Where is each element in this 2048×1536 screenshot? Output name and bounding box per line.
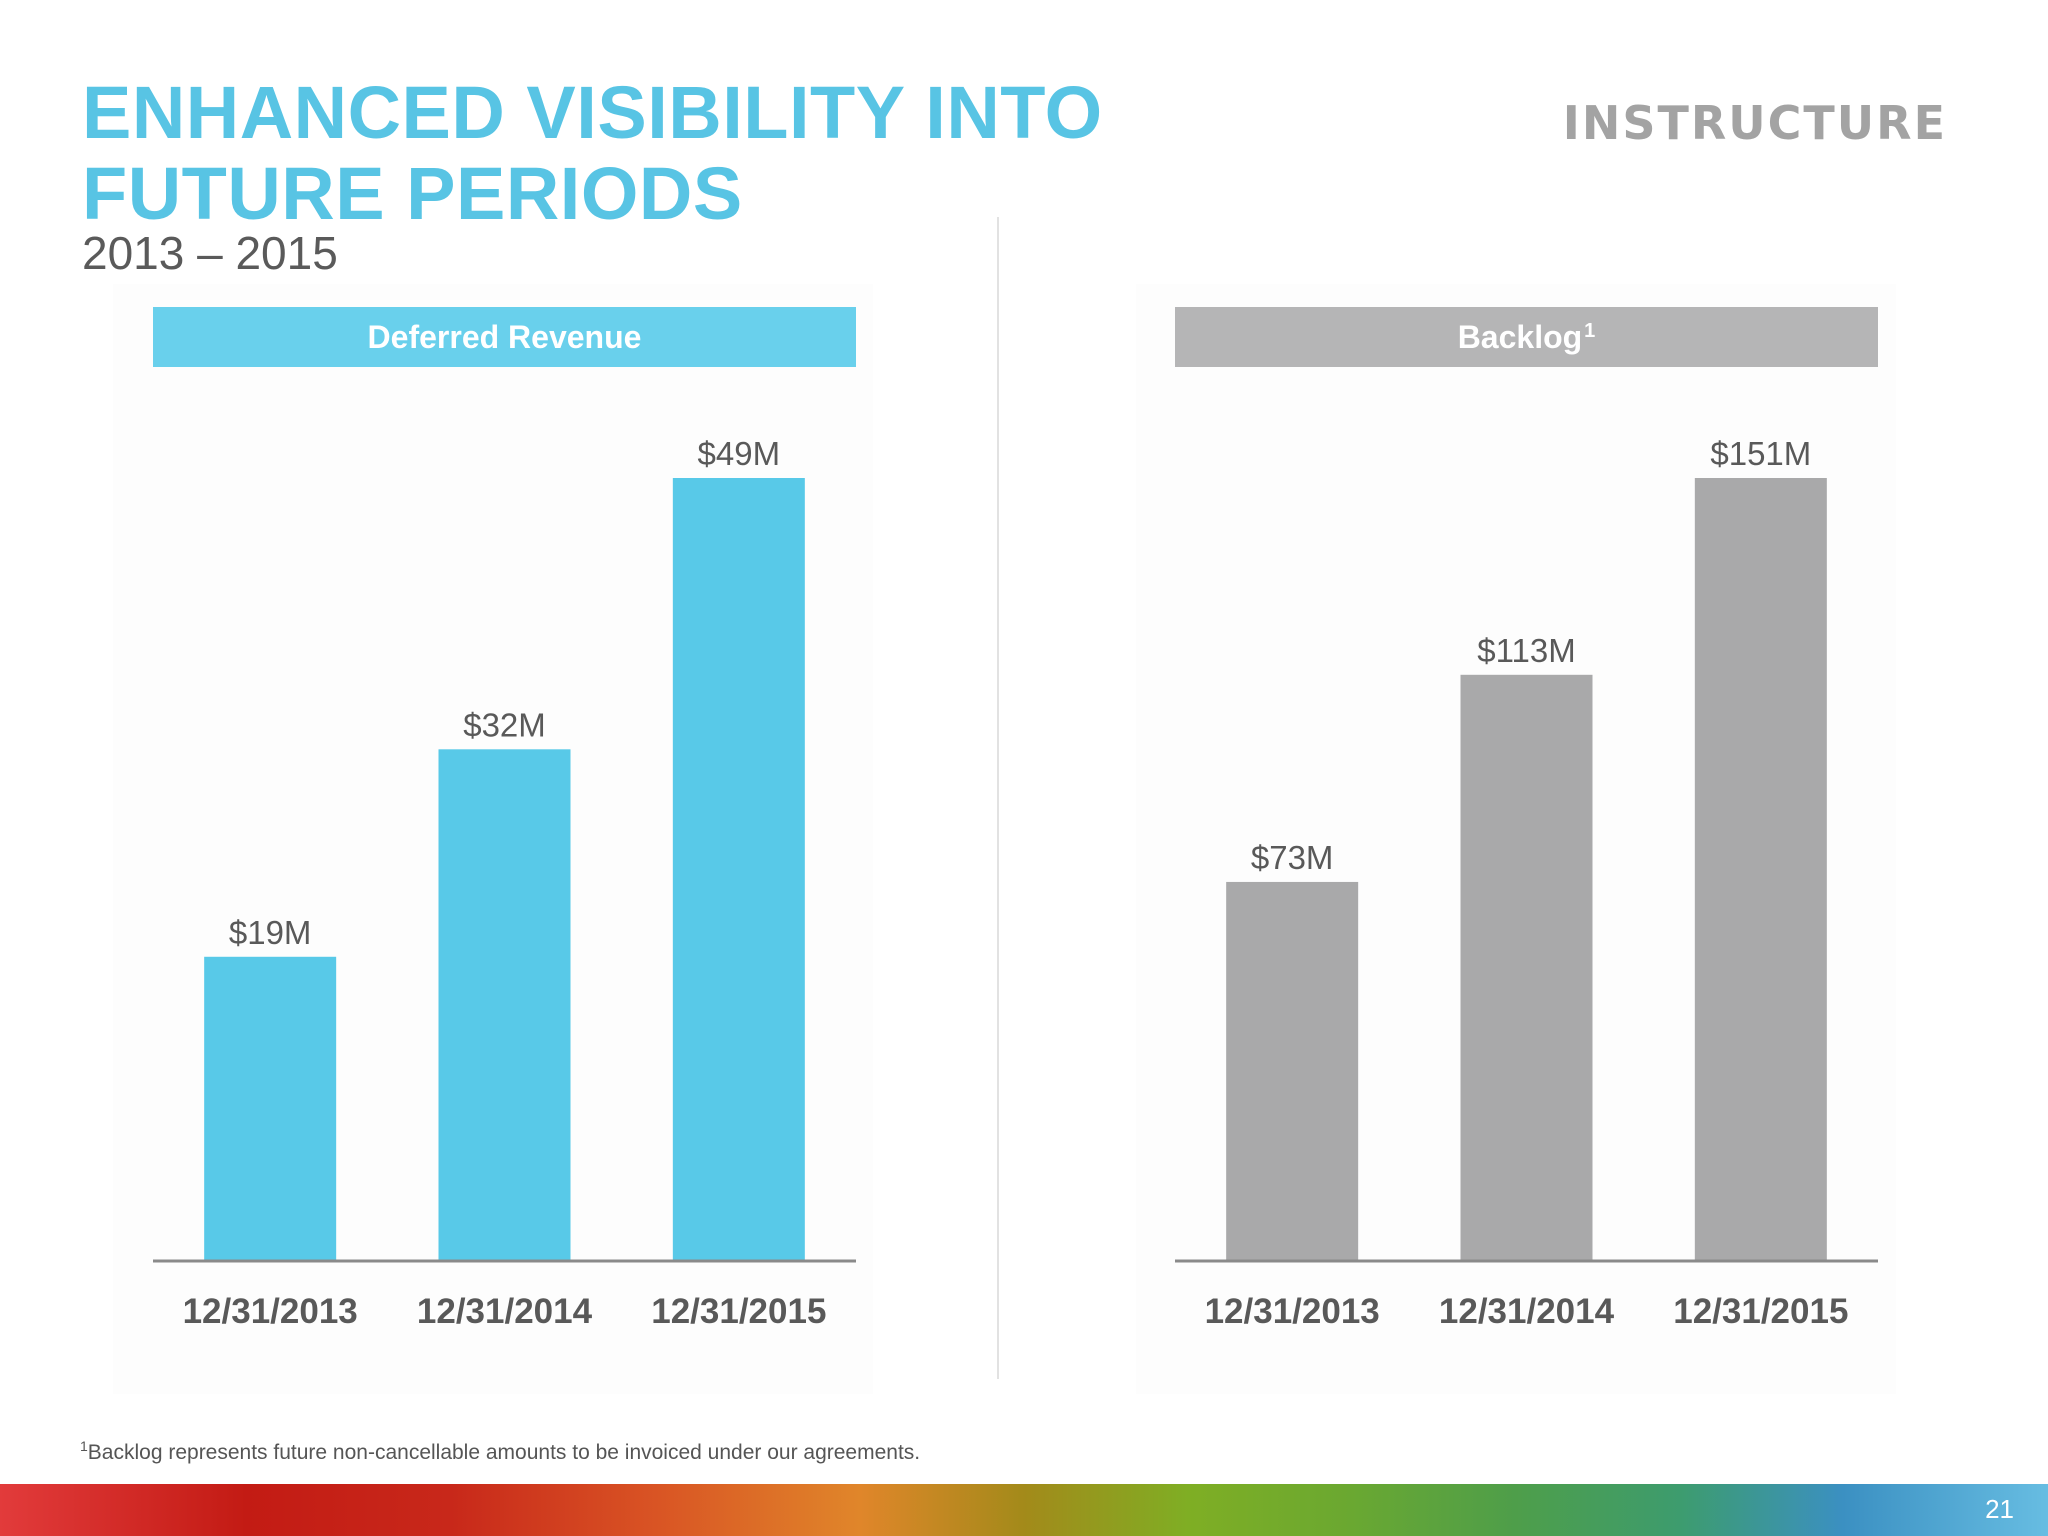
backlog-title: Backlog bbox=[1457, 318, 1583, 355]
backlog-value-label-1: $73M bbox=[1251, 839, 1334, 876]
backlog-category-label-3: 12/31/2015 bbox=[1673, 1292, 1848, 1331]
deferred-revenue-value-label-3: $49M bbox=[698, 435, 781, 472]
slide-title: ENHANCED VISIBILITY INTO FUTURE PERIODS bbox=[82, 72, 1282, 234]
page-number: 21 bbox=[1985, 1494, 2014, 1524]
deferred-revenue-category-label-2: 12/31/2014 bbox=[417, 1292, 593, 1331]
backlog-bar-2 bbox=[1460, 674, 1593, 1260]
deferred-revenue-category-label-1: 12/31/2013 bbox=[183, 1292, 358, 1331]
deferred-revenue-header: Deferred Revenue bbox=[153, 307, 856, 367]
backlog-bar-3 bbox=[1694, 478, 1827, 1260]
backlog-footnote-marker: 1 bbox=[1584, 319, 1596, 342]
backlog-chart: $73M 12/31/2013 $113M 12/31/2014 $151M 12/31/… bbox=[1175, 435, 1878, 1331]
backlog-header: Backlog 1 bbox=[1175, 307, 1878, 367]
backlog-bar-1 bbox=[1226, 881, 1359, 1260]
footnote: 1Backlog represents future non-cancellab… bbox=[80, 1438, 920, 1465]
panel-divider bbox=[997, 217, 999, 1379]
slide-title-line-1: ENHANCED VISIBILITY INTO bbox=[82, 71, 1103, 154]
backlog-category-label-2: 12/31/2014 bbox=[1439, 1292, 1615, 1331]
deferred-revenue-title: Deferred Revenue bbox=[367, 318, 642, 355]
deferred-revenue-bar-2 bbox=[438, 749, 571, 1260]
backlog-value-label-3: $151M bbox=[1710, 435, 1811, 472]
deferred-revenue-chart: $19M 12/31/2013 $32M 12/31/2014 $49M 12/31/20… bbox=[153, 435, 856, 1331]
deferred-revenue-value-label-1: $19M bbox=[229, 914, 312, 951]
instructure-logo: INSTRUCTURE bbox=[1562, 96, 1947, 150]
backlog-category-label-1: 12/31/2013 bbox=[1205, 1292, 1380, 1331]
deferred-revenue-bar-3 bbox=[672, 478, 805, 1260]
deferred-revenue-category-label-3: 12/31/2015 bbox=[651, 1292, 826, 1331]
backlog-value-label-2: $113M bbox=[1477, 632, 1575, 669]
deferred-revenue-bar-1 bbox=[204, 956, 337, 1260]
slide-subtitle: 2013 – 2015 bbox=[82, 227, 338, 279]
footnote-marker: 1 bbox=[80, 1438, 88, 1454]
footnote-text: Backlog represents future non-cancellabl… bbox=[87, 1441, 921, 1464]
decorative-footer-bar bbox=[0, 1484, 2048, 1536]
deferred-revenue-value-label-2: $32M bbox=[463, 706, 546, 743]
slide-title-line-2: FUTURE PERIODS bbox=[82, 152, 743, 235]
